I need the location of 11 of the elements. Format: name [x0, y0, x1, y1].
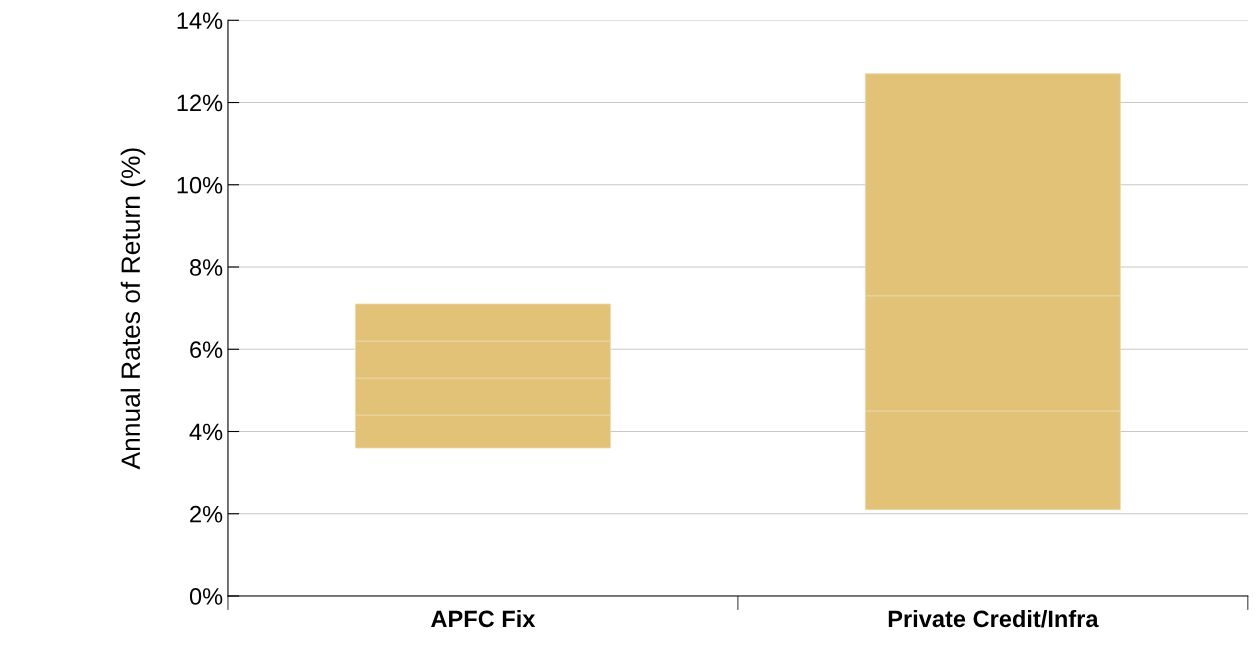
- y-tick-label: 0%: [189, 588, 223, 605]
- y-tick-label: 14%: [177, 12, 223, 29]
- x-tick-label: Private Credit/Infra: [888, 609, 1099, 628]
- y-tick-label: 10%: [177, 176, 223, 194]
- y-tick-label: 12%: [177, 94, 223, 112]
- y-axis-title: Annual Rates of Return (%): [120, 148, 146, 470]
- y-tick-label: 8%: [190, 259, 223, 276]
- x-tick-label: APFC Fix: [431, 609, 536, 628]
- y-tick-label: 4%: [189, 423, 223, 441]
- y-tick-label: 6%: [190, 341, 223, 359]
- y-tick-label: 2%: [190, 505, 223, 523]
